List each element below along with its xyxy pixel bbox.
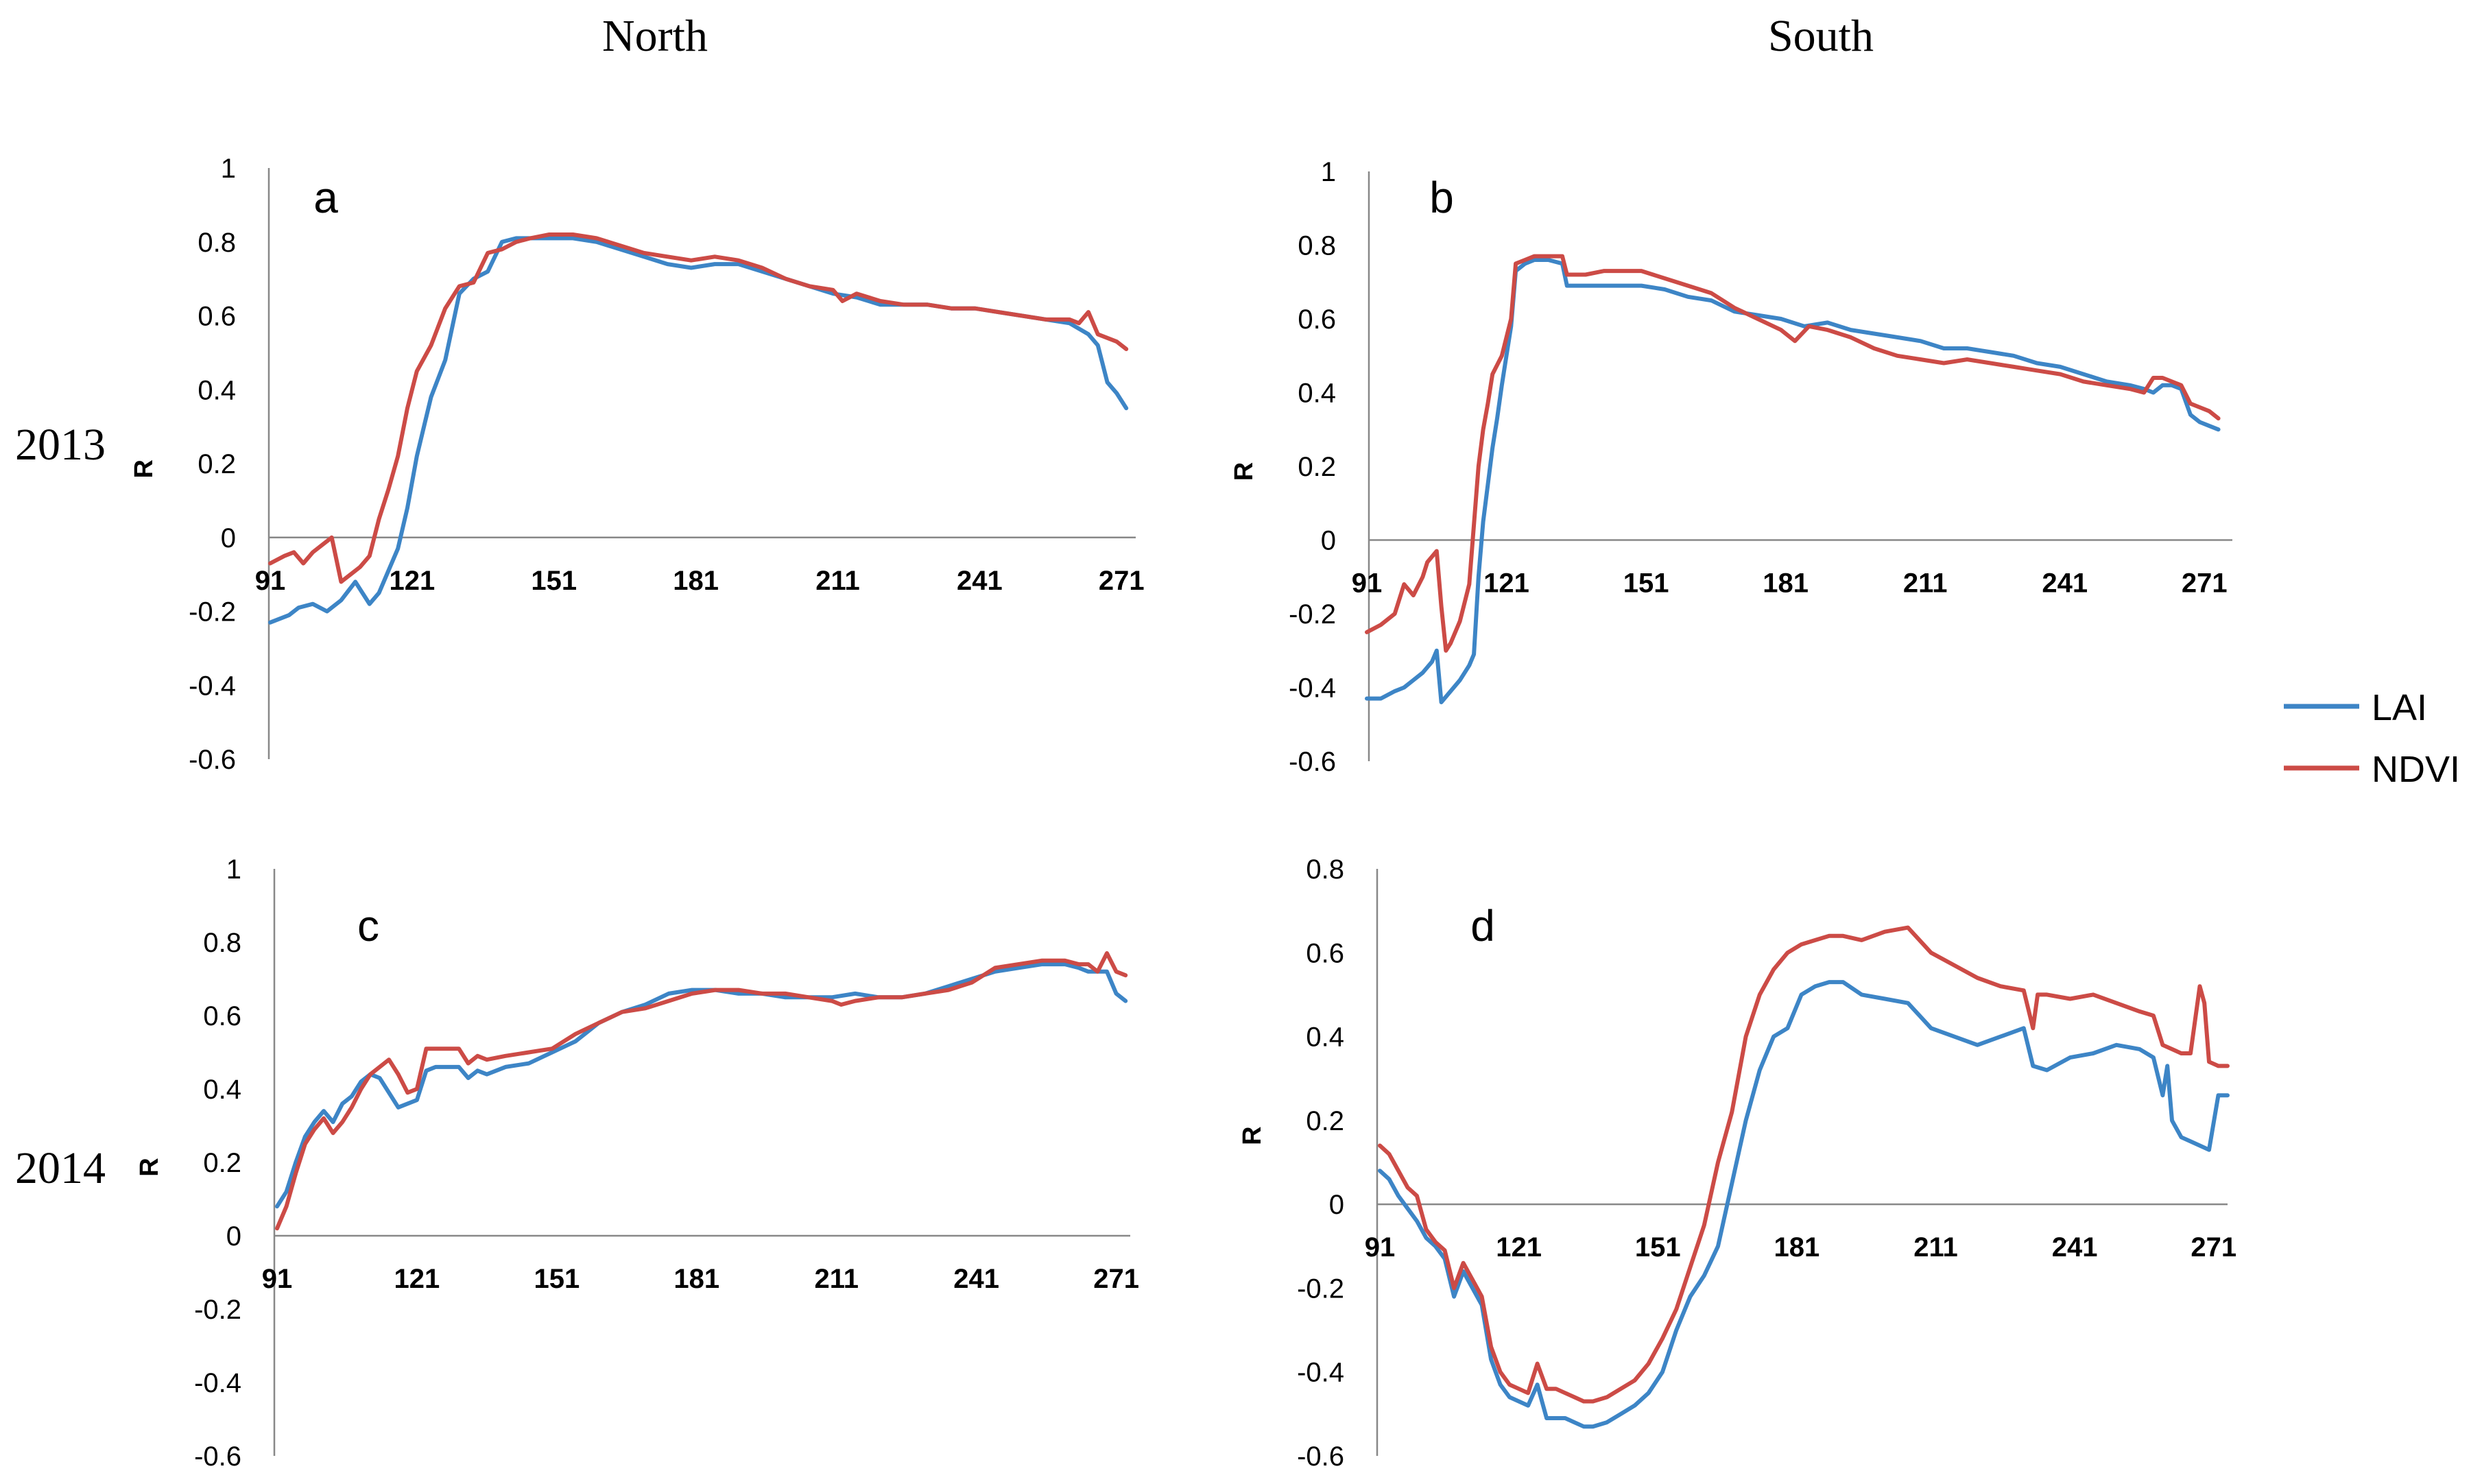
y-tick-label: 0.2: [198, 449, 236, 479]
panel-d: -0.6 -0.4 -0.2 0 0.2 0.4 0.6 0.8 91 121 151 181 211 2…: [1238, 854, 2236, 1472]
y-tick-label: -0.6: [189, 745, 236, 775]
series-line-ndvi: [1365, 254, 2221, 653]
panel-a: -0.6 -0.4 -0.2 0 0.2 0.4 0.6 0.8 1 91 121 151 181 211…: [130, 154, 1145, 775]
series-line-ndvi: [268, 232, 1129, 584]
legend: LAI NDVI: [2284, 687, 2460, 790]
column-header-south: South: [1768, 11, 1874, 61]
y-tick-label: -0.2: [1297, 1273, 1344, 1304]
series-line-lai: [268, 236, 1129, 625]
x-tick-label: 211: [815, 566, 860, 596]
x-tick-label: 151: [534, 1264, 580, 1294]
y-tick-label: -0.2: [1289, 599, 1336, 630]
column-header-north: North: [602, 11, 708, 61]
x-tick-label: 181: [1774, 1232, 1819, 1262]
y-tick-label: 0.6: [1306, 938, 1344, 968]
panel-letter: b: [1429, 173, 1454, 222]
x-tick-label: 181: [673, 1264, 719, 1294]
panel-letter: c: [357, 901, 379, 950]
x-tick-label: 121: [394, 1264, 440, 1294]
x-tick-label: 271: [1099, 566, 1145, 596]
panel-letter: d: [1470, 901, 1495, 950]
y-tick-label: 0: [221, 523, 236, 553]
x-tick-label: 241: [957, 566, 1003, 596]
y-tick-label: 0.8: [1306, 854, 1344, 885]
y-tick-label: 0.2: [203, 1148, 241, 1178]
y-tick-label: -0.6: [1297, 1441, 1344, 1472]
series-line-ndvi: [275, 951, 1128, 1231]
y-tick-label: 1: [226, 854, 241, 885]
x-tick-label: 181: [673, 566, 719, 596]
panel-b: -0.6 -0.4 -0.2 0 0.2 0.4 0.6 0.8 1 91 121 151 181 211…: [1230, 157, 2232, 777]
y-tick-label: 0.6: [203, 1001, 241, 1031]
y-tick-label: -0.6: [1289, 747, 1336, 777]
x-tick-label: 121: [1483, 569, 1529, 599]
y-axis-label: R: [130, 459, 158, 478]
x-tick-label: 121: [390, 566, 435, 596]
x-tick-label: 271: [2182, 569, 2228, 599]
panel-letter: a: [313, 173, 338, 222]
y-tick-label: 0.4: [198, 375, 236, 405]
panel-c: -0.6 -0.4 -0.2 0 0.2 0.4 0.6 0.8 1 91 121 151 181 211…: [135, 854, 1139, 1472]
legend-lai-label: LAI: [2372, 687, 2427, 728]
x-tick-label: 241: [953, 1264, 999, 1294]
y-tick-label: 0.8: [198, 228, 236, 258]
y-axis-label: R: [135, 1158, 164, 1176]
x-tick-label: 211: [1913, 1232, 1958, 1262]
y-tick-label: 1: [221, 154, 236, 184]
y-tick-label: 0.4: [1298, 379, 1336, 409]
y-tick-label: -0.4: [1289, 673, 1336, 704]
y-tick-label: -0.2: [194, 1295, 241, 1325]
y-axis-label: R: [1238, 1126, 1267, 1145]
x-tick-label: 241: [2042, 569, 2088, 599]
y-tick-label: 1: [1321, 157, 1336, 187]
x-tick-label: 241: [2052, 1232, 2098, 1262]
y-axis-label: R: [1230, 462, 1258, 481]
y-tick-label: 0: [1321, 526, 1336, 556]
x-tick-label: 271: [2191, 1232, 2236, 1262]
x-tick-label: 271: [1093, 1264, 1139, 1294]
x-tick-label: 151: [1623, 569, 1669, 599]
series-line-lai: [1378, 980, 2230, 1429]
x-tick-label: 91: [1365, 1232, 1396, 1262]
x-tick-label: 151: [1635, 1232, 1681, 1262]
y-tick-label: 0.2: [1298, 452, 1336, 482]
x-tick-label: 91: [262, 1264, 293, 1294]
y-tick-label: 0.4: [203, 1075, 241, 1105]
x-tick-label: 211: [1903, 569, 1948, 599]
y-tick-label: 0: [226, 1221, 241, 1252]
y-tick-label: 0.6: [198, 302, 236, 332]
x-tick-label: 91: [1352, 569, 1383, 599]
x-tick-label: 151: [531, 566, 577, 596]
y-tick-label: 0.2: [1306, 1106, 1344, 1136]
row-header-2014: 2014: [15, 1143, 106, 1193]
x-tick-label: 121: [1496, 1232, 1542, 1262]
x-tick-label: 91: [255, 566, 286, 596]
series-line-lai: [1365, 258, 2221, 704]
x-tick-label: 181: [1763, 569, 1809, 599]
y-tick-label: 0.6: [1298, 304, 1336, 335]
x-tick-label: 211: [814, 1264, 859, 1294]
y-tick-label: -0.4: [1297, 1358, 1344, 1388]
y-tick-label: -0.2: [189, 597, 236, 627]
series-line-lai: [275, 962, 1128, 1209]
series-line-ndvi: [1378, 925, 2230, 1404]
y-tick-label: 0: [1329, 1190, 1344, 1220]
y-tick-label: -0.4: [189, 671, 236, 701]
y-tick-label: 0.4: [1306, 1022, 1344, 1053]
y-tick-label: 0.8: [203, 928, 241, 958]
y-tick-label: -0.6: [194, 1441, 241, 1472]
legend-ndvi-label: NDVI: [2372, 749, 2460, 790]
y-tick-label: -0.4: [194, 1368, 241, 1398]
row-header-2013: 2013: [15, 420, 106, 470]
y-tick-label: 0.8: [1298, 231, 1336, 261]
